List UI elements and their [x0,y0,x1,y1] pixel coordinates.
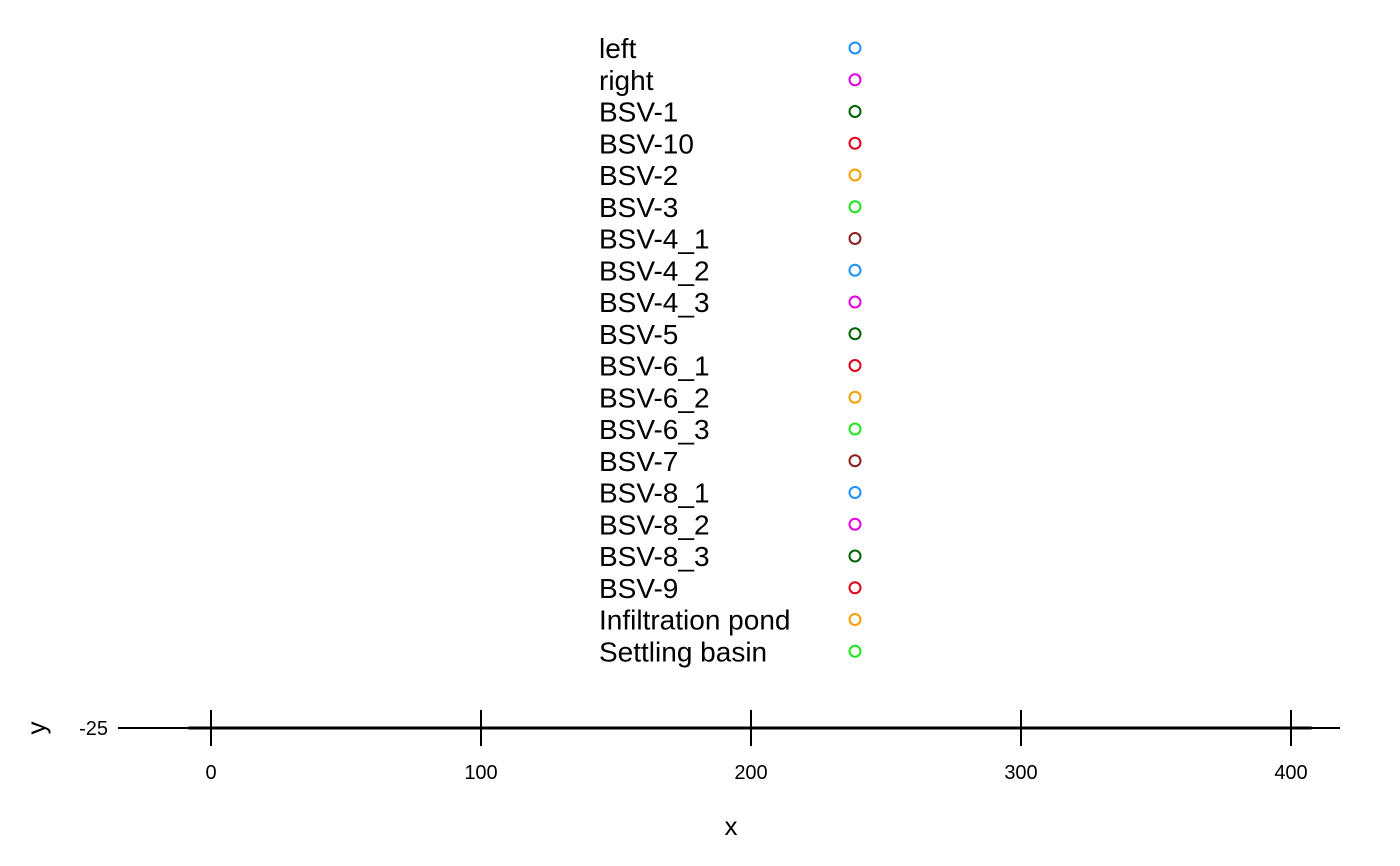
chart-legend: leftrightBSV-1BSV-10BSV-2BSV-3BSV-4_1BSV… [599,33,862,667]
legend-label: BSV-9 [599,573,678,604]
legend-label: BSV-2 [599,160,678,191]
legend-marker-icon [848,486,862,499]
legend-marker-icon [848,168,862,182]
x-tick-label: 100 [464,762,497,784]
legend-marker-icon [848,232,862,245]
legend-label: BSV-1 [599,97,678,128]
x-tick-label: 0 [205,762,216,784]
legend-marker-icon [848,263,862,277]
legend-label: BSV-8_2 [599,509,710,540]
legend-label: Settling basin [599,636,767,667]
legend-label: BSV-4_2 [599,255,710,286]
legend-marker-icon [848,390,862,404]
legend-marker-icon [848,295,862,309]
legend-marker-icon [848,73,862,87]
legend-label: BSV-6_1 [599,351,710,382]
x-tick-label: 400 [1274,762,1307,784]
x-axis: 0 100 200 300 400 [125,710,1340,784]
legend-label: BSV-4_3 [599,287,710,318]
legend-label: BSV-7 [599,446,678,477]
legend-marker-icon [848,422,862,436]
legend-label: Infiltration pond [599,605,790,636]
legend-label: BSV-10 [599,128,694,159]
legend-marker-icon [848,454,862,468]
legend-label: right [599,65,654,96]
legend-label: BSV-8_3 [599,541,710,572]
x-tick-label: 200 [734,762,767,784]
legend-marker-icon [848,359,862,372]
legend-label: BSV-6_2 [599,382,710,413]
x-axis-title: x [725,811,738,841]
y-axis-title: y [21,722,51,735]
legend-marker-icon [848,136,862,150]
legend-marker-icon [848,200,862,214]
legend-label: BSV-8_1 [599,478,710,509]
y-tick-label: -25 [79,718,108,740]
legend-marker-icon [848,644,862,658]
legend-marker-icon [848,549,862,563]
legend-label: left [599,33,637,64]
legend-marker-icon [848,41,862,55]
legend-label: BSV-4_1 [599,224,710,255]
x-tick-label: 300 [1004,762,1037,784]
legend-marker-icon [848,517,862,531]
legend-label: BSV-6_3 [599,414,710,445]
legend-marker-icon [848,327,862,341]
legend-marker-icon [848,613,862,626]
legend-label: BSV-5 [599,319,678,350]
legend-marker-icon [848,105,862,118]
y-axis: -25 [79,718,130,740]
legend-label: BSV-3 [599,192,678,223]
legend-marker-icon [848,581,862,595]
